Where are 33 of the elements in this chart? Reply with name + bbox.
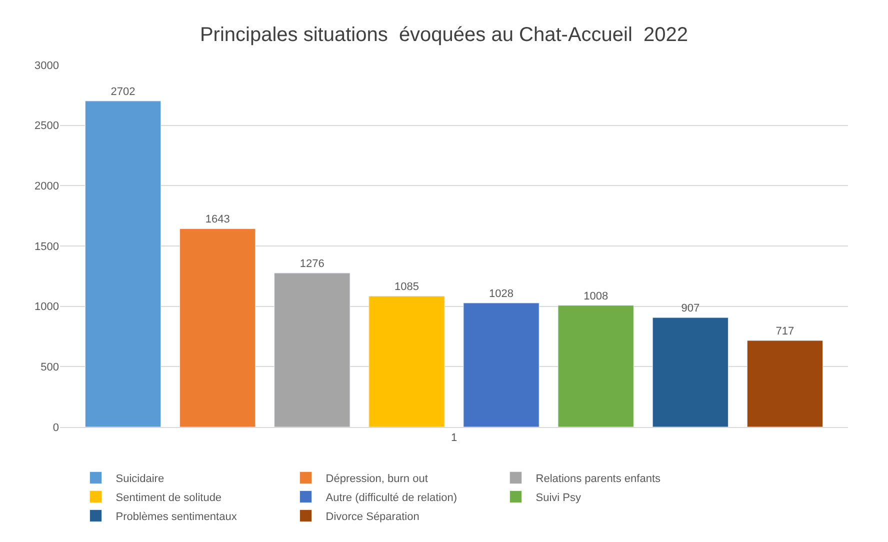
y-tick-label: 0 — [52, 422, 59, 434]
y-tick-label: 1500 — [34, 240, 59, 253]
data-label: 1008 — [584, 290, 608, 302]
y-tick-label: 2000 — [34, 180, 59, 193]
data-label: 1085 — [394, 281, 419, 294]
data-label: 717 — [776, 325, 794, 338]
legend-label: Problèmes sentimentaux — [116, 510, 238, 523]
x-tick-label: 1 — [450, 432, 458, 444]
bar — [652, 317, 728, 427]
bar — [274, 272, 350, 427]
bar — [463, 302, 540, 427]
data-label: 1276 — [300, 258, 324, 270]
bar — [368, 296, 445, 427]
y-tick-label: 500 — [40, 362, 59, 374]
chart-title: Principales situations évoquées au Chat-Accueil 2022 — [200, 24, 688, 46]
data-label: 1643 — [205, 214, 230, 226]
bar — [84, 100, 162, 427]
legend-label: Sentiment de solitude — [116, 492, 222, 504]
data-label: 907 — [681, 302, 700, 315]
bar — [558, 305, 634, 427]
data-label: 2702 — [110, 86, 136, 98]
y-tick-label: 1000 — [34, 301, 59, 314]
legend-label: Suivi Psy — [536, 492, 582, 504]
legend-label: Relations parents enfants — [536, 472, 662, 485]
bar — [746, 340, 824, 427]
data-label: 1028 — [489, 288, 514, 300]
legend-label: Divorce Séparation — [326, 510, 420, 523]
legend-label: Suicidaire — [116, 472, 164, 485]
y-tick-label: 2500 — [34, 120, 59, 132]
legend-label: Dépression, burn out — [326, 472, 428, 485]
bar — [180, 228, 256, 427]
y-tick-label: 3000 — [34, 60, 59, 72]
legend-label: Autre (difficulté de relation) — [326, 492, 458, 504]
